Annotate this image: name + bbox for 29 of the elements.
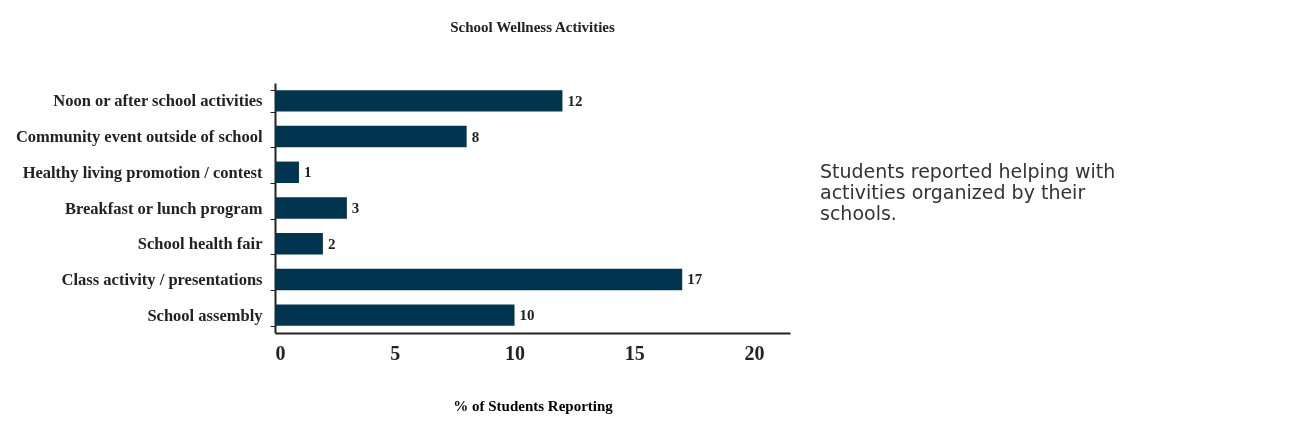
bar <box>275 90 563 112</box>
x-axis-title: % of Students Reporting <box>453 397 614 414</box>
x-tick-label: 10 <box>505 341 526 364</box>
bar <box>275 304 515 326</box>
x-tick-label: 5 <box>390 341 401 364</box>
y-tick-label: Class activity / presentations <box>61 269 264 289</box>
bar <box>275 197 347 219</box>
data-label: 3 <box>351 200 360 216</box>
data-label: 2 <box>327 235 336 252</box>
x-tick-label: 20 <box>744 341 765 364</box>
x-tick-label: 0 <box>275 341 286 364</box>
text: Students reported helping with activities organized by their schools. <box>820 160 1116 224</box>
y-tick-label: Breakfast or lunch program <box>64 198 263 218</box>
data-label: 1 <box>303 164 312 181</box>
data-label: 12 <box>567 92 583 109</box>
data-label: 17 <box>687 271 703 288</box>
bar <box>275 233 323 255</box>
bar <box>275 125 467 148</box>
bar <box>275 161 299 183</box>
y-tick-label: Noon or after school activities <box>53 91 264 111</box>
bar <box>275 268 683 291</box>
y-tick-label: Healthy living promotion / contest <box>22 162 263 182</box>
y-tick-label: School health fair <box>137 234 263 254</box>
y-tick-label: School assembly <box>147 305 264 325</box>
data-label: 8 <box>471 128 480 145</box>
y-tick-label: Community event outside of school <box>15 127 263 147</box>
data-label: 10 <box>519 307 535 324</box>
x-tick-label: 15 <box>624 341 645 364</box>
chart-title: School Wellness Activities <box>450 19 616 35</box>
